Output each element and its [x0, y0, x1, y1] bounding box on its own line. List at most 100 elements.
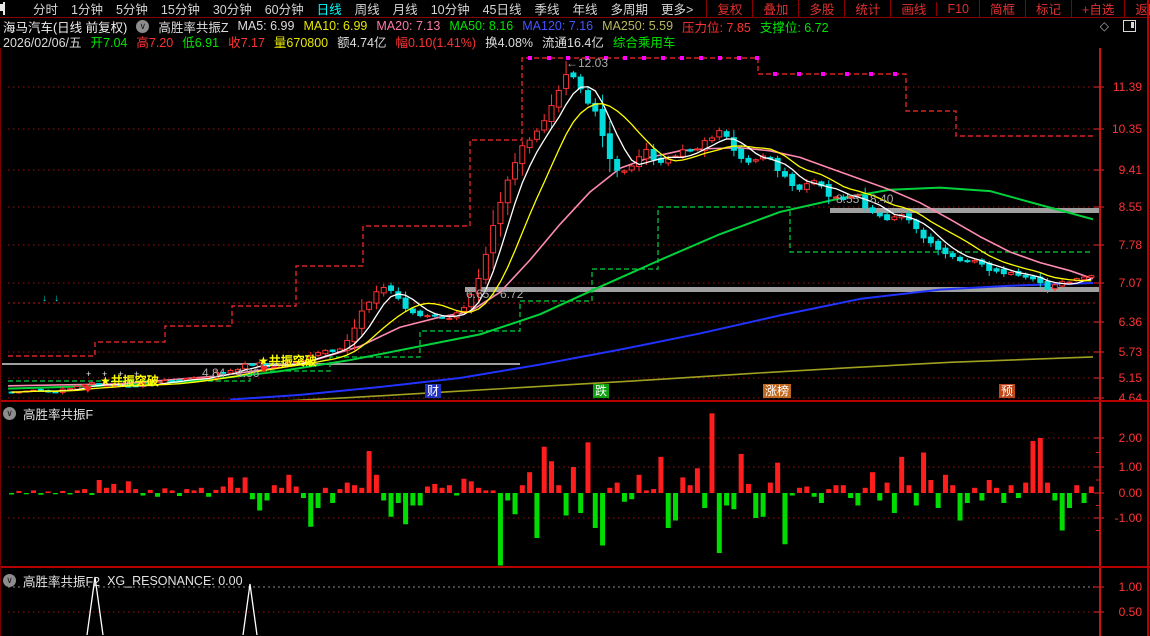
period-tab-45day[interactable]: 45日线: [482, 3, 522, 17]
price-range-label: 8.55 - 8.40: [836, 192, 894, 206]
event-tag-finance[interactable]: 财: [425, 384, 442, 398]
chevron-down-icon[interactable]: [3, 407, 16, 420]
resonance-breakout-label: ★共振突破: [258, 354, 317, 368]
quote-open: 开7.04: [90, 35, 128, 50]
event-tag-forecast[interactable]: 预: [999, 384, 1016, 398]
ma10-value: MA10: 6.99: [303, 19, 368, 33]
period-tab-5min[interactable]: 5分钟: [115, 3, 148, 17]
svg-text:7.07: 7.07: [1119, 276, 1143, 290]
svg-text:0.50: 0.50: [1119, 605, 1143, 619]
quote-date: 2026/02/06/五: [3, 35, 82, 50]
period-tab-15min[interactable]: 15分钟: [160, 3, 200, 17]
panel-f-title: 高胜率共振F: [23, 408, 94, 422]
mark-button[interactable]: 标记: [1025, 0, 1071, 18]
quote-bar: 2026/02/06/五 开7.04 高7.20 低6.91 收7.17 量67…: [0, 34, 1150, 50]
plus-mark-icon: +: [134, 369, 140, 379]
panel-separator: [0, 400, 1150, 402]
ma5-value: MA5: 6.99: [237, 19, 295, 33]
draw-line-button[interactable]: 画线: [890, 0, 936, 18]
main-indicator-name: 高胜率共振Z: [158, 20, 229, 35]
multi-stock-button[interactable]: 多股: [798, 0, 844, 18]
panel-f-header: 高胜率共振F: [3, 404, 93, 423]
price-range-label: 6.65 - 6.72: [466, 287, 524, 301]
toolbar-right-group: 复权 叠加 多股 统计 画线 F10 简框 标记 +自选 返回: [706, 0, 1150, 18]
plus-mark-icon: +: [86, 369, 92, 379]
resonance-f2-panel-canvas[interactable]: 1.00 0.50: [0, 568, 1150, 636]
resonance-f-panel-canvas[interactable]: 2.00 1.00 0.00 -1.00: [0, 402, 1150, 568]
svg-text:5.73: 5.73: [1119, 345, 1143, 359]
period-tab-yearly[interactable]: 年线: [572, 3, 598, 17]
period-tab-weekly[interactable]: 周线: [354, 3, 380, 17]
event-tag-rise-list[interactable]: 涨榜: [763, 384, 792, 398]
quote-amount: 额4.74亿: [337, 35, 387, 50]
event-tag-fall[interactable]: 跌: [593, 384, 610, 398]
period-tab-10min[interactable]: 10分钟: [430, 3, 470, 17]
period-tab-multiperiod[interactable]: 多周期: [610, 3, 649, 17]
peak-price-label: ←12.03: [566, 56, 609, 70]
svg-text:5.15: 5.15: [1119, 371, 1143, 385]
period-tab-daily[interactable]: 日线: [316, 3, 342, 17]
layout-toggle-icon[interactable]: [0, 2, 5, 15]
right-border: [1147, 0, 1149, 636]
svg-text:2.00: 2.00: [1119, 431, 1143, 445]
overlay-button[interactable]: 叠加: [752, 0, 798, 18]
plus-mark-icon: +: [118, 369, 124, 379]
svg-text:10.35: 10.35: [1112, 122, 1142, 136]
svg-text:-1.00: -1.00: [1115, 511, 1143, 525]
quote-change: 幅0.10(1.41%): [395, 35, 477, 50]
down-arrow-icon: ↓: [42, 293, 47, 304]
period-tab-60min[interactable]: 60分钟: [264, 3, 304, 17]
period-tab-1min[interactable]: 1分钟: [71, 3, 103, 17]
support-level: 支撑位: 6.72: [759, 20, 829, 35]
period-tab-more[interactable]: 更多>: [661, 3, 694, 17]
svg-text:7.78: 7.78: [1119, 238, 1143, 252]
chevron-down-icon[interactable]: [3, 574, 16, 587]
quote-high: 高7.20: [136, 35, 174, 50]
quote-turnover: 换4.08%: [485, 35, 534, 50]
ma50-value: MA50: 8.16: [449, 19, 514, 33]
price-range-label: 4.84 - 4.86: [202, 366, 260, 380]
plus-mark-icon: +: [102, 369, 108, 379]
panel-separator: [0, 566, 1150, 568]
svg-text:11.39: 11.39: [1113, 80, 1142, 94]
quote-float-shares: 流通16.4亿: [542, 35, 604, 50]
indicator-legend-bar: 海马汽车(日线 前复权) 高胜率共振Z MA5: 6.99 MA10: 6.99…: [0, 18, 1150, 35]
split-window-icon[interactable]: [1123, 20, 1136, 32]
back-button[interactable]: 返回: [1124, 0, 1150, 18]
panel-f2-title: 高胜率共振F2: [23, 575, 101, 589]
quote-low: 低6.91: [182, 35, 220, 50]
pressure-level: 压力位: 7.85: [682, 20, 751, 35]
ma20-value: MA20: 7.13: [376, 19, 441, 33]
svg-text:9.41: 9.41: [1119, 163, 1143, 177]
diamond-icon[interactable]: [1100, 19, 1109, 33]
resonance-breakout-label: ★共振突破: [100, 374, 159, 388]
stock-title: 海马汽车(日线 前复权): [3, 20, 128, 35]
svg-text:6.36: 6.36: [1119, 315, 1143, 329]
panel-f2-header: 高胜率共振F2 XG_RESONANCE: 0.00: [3, 571, 243, 590]
quote-volume: 量670800: [273, 35, 329, 50]
quote-industry: 综合乘用车: [612, 35, 676, 50]
heart-marker-icon: ♥: [84, 381, 92, 396]
f10-button[interactable]: F10: [936, 1, 979, 16]
period-tab-quarterly[interactable]: 季线: [534, 3, 560, 17]
period-tab-30min[interactable]: 30分钟: [212, 3, 252, 17]
svg-text:8.55: 8.55: [1119, 200, 1143, 214]
statistics-button[interactable]: 统计: [844, 0, 890, 18]
adjust-price-button[interactable]: 复权: [706, 0, 752, 18]
quote-close: 收7.17: [228, 35, 265, 50]
add-watchlist-button[interactable]: +自选: [1071, 0, 1124, 18]
heart-marker-icon: ♥: [260, 361, 268, 376]
panel-f2-status: XG_RESONANCE: 0.00: [107, 573, 243, 588]
svg-text:0.00: 0.00: [1119, 486, 1143, 500]
left-border: [0, 48, 1, 636]
chevron-down-icon[interactable]: [136, 19, 150, 33]
period-tab-monthly[interactable]: 月线: [392, 3, 418, 17]
top-toolbar: 分时 1分钟 5分钟 15分钟 30分钟 60分钟 日线 周线 月线 10分钟 …: [0, 0, 1150, 18]
ma120-value: MA120: 7.16: [522, 19, 594, 33]
main-chart-canvas[interactable]: 11.39 10.35 9.41 8.55 7.78 7.07 6.36 5.73 5.15 4.…: [0, 48, 1150, 400]
svg-text:1.00: 1.00: [1119, 580, 1143, 594]
simple-frame-button[interactable]: 简框: [978, 0, 1025, 18]
svg-text:1.00: 1.00: [1119, 460, 1143, 474]
period-tab-intraday[interactable]: 分时: [33, 3, 59, 17]
svg-text:4.64: 4.64: [1119, 391, 1143, 400]
